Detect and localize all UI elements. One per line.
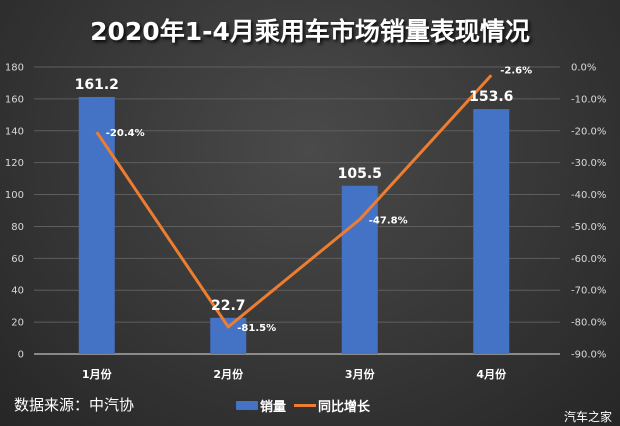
right-tick-label: 0.0% [571, 63, 596, 74]
x-category-label: 4月份 [476, 367, 507, 381]
gridlines [34, 66, 560, 355]
x-category-label: 3月份 [345, 367, 376, 381]
bar [341, 185, 378, 354]
right-tick-label: -10.0% [571, 94, 606, 105]
line-series: 161.2 22.7 105.5 153.6 -20.4% -81.5% -47.8% -2.… [75, 65, 533, 334]
left-tick-label: 40 [11, 286, 24, 297]
bar-swatch-icon [236, 401, 258, 410]
right-axis: -90.0% -80.0% -70.0% -60.0% -50.0% -40.0% -30.… [571, 63, 606, 361]
right-tick-label: -20.0% [571, 126, 606, 137]
chart-title: 2020年1-4月乘用车市场销量表现情况 [90, 17, 530, 46]
bar-value-label: 161.2 [75, 77, 119, 93]
right-tick-label: -30.0% [571, 158, 606, 169]
left-tick-label: 60 [11, 254, 24, 265]
right-tick-label: -40.0% [571, 190, 606, 201]
bar-series [78, 96, 510, 355]
left-tick-label: 160 [5, 94, 24, 105]
left-tick-label: 20 [11, 318, 24, 329]
legend-item-growth: 同比增长 [294, 396, 370, 415]
watermark: 汽车之家 [563, 410, 612, 424]
line-value-label: -2.6% [500, 65, 532, 76]
left-tick-label: 140 [5, 126, 24, 137]
bar [78, 96, 115, 354]
legend-label-growth: 同比增长 [318, 400, 371, 415]
legend-item-sales: 销量 [236, 396, 286, 415]
data-source-note: 数据来源：中汽协 [14, 396, 135, 414]
legend: 销量 同比增长 [236, 396, 370, 415]
x-axis-labels: 1月份 2月份 3月份 4月份 [82, 367, 507, 381]
left-tick-label: 80 [11, 222, 24, 233]
left-tick-label: 100 [5, 190, 24, 201]
right-tick-label: -50.0% [571, 222, 606, 233]
legend-label-sales: 销量 [260, 400, 287, 415]
bar-value-label: 22.7 [211, 298, 246, 314]
right-tick-label: -90.0% [571, 350, 606, 361]
right-tick-label: -80.0% [571, 318, 606, 329]
right-tick-label: -60.0% [571, 254, 606, 265]
line-value-label: -20.4% [106, 128, 145, 139]
line-value-label: -47.8% [369, 215, 408, 226]
left-tick-label: 120 [5, 158, 24, 169]
left-axis: 0 20 40 60 80 100 120 140 160 180 [5, 63, 24, 361]
growth-line [95, 74, 493, 329]
line-value-label: -81.5% [237, 323, 276, 334]
bar-value-label: 153.6 [469, 89, 513, 105]
line-swatch-icon [294, 404, 317, 407]
bar [473, 109, 510, 355]
x-category-label: 1月份 [82, 367, 113, 381]
bar [210, 317, 247, 354]
left-tick-label: 0 [18, 350, 24, 361]
right-tick-label: -70.0% [571, 286, 606, 297]
bar-value-label: 105.5 [338, 166, 382, 182]
x-category-label: 2月份 [213, 367, 244, 381]
left-tick-label: 180 [5, 63, 24, 74]
